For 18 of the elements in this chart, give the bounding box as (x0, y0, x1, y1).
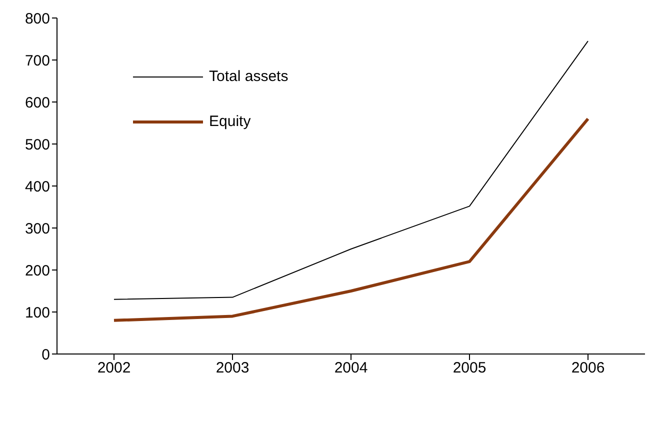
legend-label: Equity (209, 113, 251, 130)
y-tick-label: 400 (24, 178, 50, 196)
y-tick-label: 0 (42, 346, 50, 364)
x-tick-label: 2003 (216, 360, 250, 377)
y-tick-label: 700 (24, 52, 50, 70)
x-tick-label: 2002 (97, 360, 131, 377)
x-tick-label: 2006 (571, 360, 605, 377)
y-tick-label: 600 (24, 94, 50, 112)
y-tick-label: 200 (24, 262, 50, 280)
line-series (114, 40, 588, 300)
legend-label: Total assets (209, 68, 288, 85)
y-tick-label: 300 (24, 220, 50, 238)
y-tick-label: 800 (24, 10, 50, 28)
x-tick-label: 2004 (334, 360, 368, 377)
y-tick-label: 100 (24, 304, 50, 322)
x-tick-label: 2005 (452, 360, 486, 377)
y-tick-label: 500 (24, 136, 50, 154)
line-series (112, 117, 590, 322)
